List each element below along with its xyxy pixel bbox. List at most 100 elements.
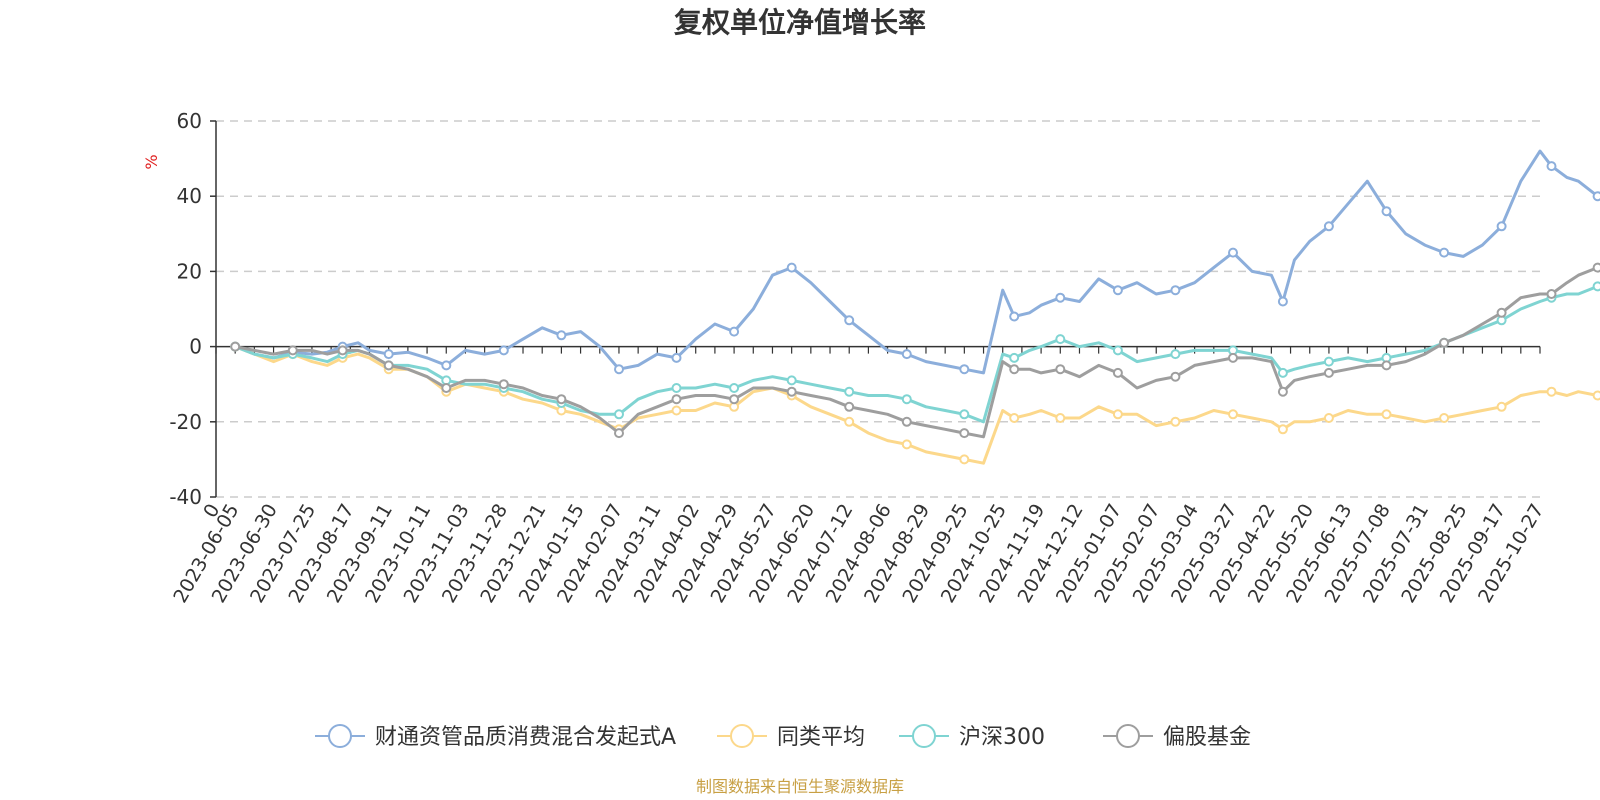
data-point <box>1592 262 1600 273</box>
y-tick-label: 0 <box>189 335 202 359</box>
data-point <box>786 375 797 386</box>
y-axis-unit: % <box>142 154 161 169</box>
data-source-note: 制图数据来自恒生聚源数据库 <box>696 777 904 796</box>
legend-item[interactable]: 同类平均 <box>717 724 865 750</box>
series-line <box>234 345 1600 465</box>
data-point <box>1112 367 1123 378</box>
data-point <box>383 349 394 360</box>
y-tick-label: 20 <box>177 259 202 283</box>
series-3 <box>230 262 1600 439</box>
data-point <box>441 360 452 371</box>
legend-label: 财通资管品质消费混合发起式A <box>375 725 676 750</box>
data-point <box>1496 401 1507 412</box>
data-point <box>1055 364 1066 375</box>
y-tick-label: 40 <box>177 184 202 208</box>
data-point <box>1546 289 1557 299</box>
data-point <box>1170 371 1181 382</box>
data-point <box>1439 337 1450 348</box>
data-point <box>1055 292 1066 303</box>
data-point <box>556 330 567 341</box>
data-point <box>1170 285 1181 296</box>
data-point <box>614 409 624 420</box>
data-point <box>1592 281 1600 292</box>
data-point <box>1112 345 1123 356</box>
data-point <box>959 364 970 375</box>
legend-marker <box>912 724 936 748</box>
data-point <box>441 383 452 393</box>
data-point <box>671 405 682 416</box>
data-point <box>671 383 682 393</box>
data-point <box>1592 191 1600 202</box>
data-point <box>1170 416 1181 427</box>
data-point <box>671 394 682 405</box>
data-point <box>337 345 348 356</box>
data-point <box>844 315 855 326</box>
data-point <box>901 439 912 450</box>
data-point <box>901 394 912 405</box>
data-point <box>1009 413 1020 423</box>
data-point <box>844 401 855 412</box>
data-point <box>729 383 740 393</box>
data-point <box>1009 311 1020 322</box>
data-point <box>1277 296 1288 307</box>
data-point <box>1055 413 1066 423</box>
series-2 <box>230 281 1600 424</box>
data-point <box>1228 352 1238 363</box>
data-point <box>1228 409 1238 420</box>
data-point <box>901 416 912 427</box>
data-point <box>1323 367 1334 378</box>
data-point <box>1496 221 1507 232</box>
data-point <box>1592 390 1600 401</box>
data-point <box>1546 386 1557 397</box>
data-point <box>1112 285 1123 296</box>
legend-label: 偏股基金 <box>1163 725 1251 750</box>
legend-marker <box>1116 724 1140 748</box>
data-point <box>1381 360 1392 371</box>
data-point <box>1496 307 1507 318</box>
data-point <box>1381 206 1392 217</box>
legend-marker <box>730 724 754 748</box>
legend-item[interactable]: 财通资管品质消费混合发起式A <box>315 724 676 750</box>
legend-item[interactable]: 沪深300 <box>899 724 1045 750</box>
data-point <box>1112 409 1123 420</box>
data-point <box>671 352 682 363</box>
data-point <box>959 454 970 465</box>
data-point <box>383 360 394 371</box>
data-point <box>959 428 970 439</box>
series-0 <box>230 149 1600 375</box>
data-point <box>729 394 740 405</box>
chart-title: 复权单位净值增长率 <box>674 6 926 39</box>
data-point <box>1439 413 1450 423</box>
data-point <box>1323 221 1334 232</box>
legend-item[interactable]: 偏股基金 <box>1103 724 1251 750</box>
data-point <box>1009 352 1020 363</box>
data-point <box>1277 386 1288 397</box>
data-point <box>844 416 855 427</box>
data-point <box>786 262 797 273</box>
legend-label: 同类平均 <box>777 725 865 750</box>
y-tick-label: -40 <box>169 485 202 509</box>
data-point <box>614 364 624 375</box>
data-point <box>230 341 241 352</box>
data-point <box>1323 413 1334 423</box>
data-point <box>498 345 509 356</box>
data-point <box>729 326 740 337</box>
grid <box>216 120 1540 498</box>
y-tick-label: 60 <box>177 109 202 133</box>
data-point <box>844 386 855 397</box>
data-point <box>614 428 624 439</box>
data-point <box>1546 161 1557 172</box>
series-lines <box>230 149 1600 465</box>
legend[interactable]: 财通资管品质消费混合发起式A 同类平均 沪深300 偏股基金 <box>315 724 1251 750</box>
data-point <box>1277 367 1288 378</box>
data-point <box>1228 247 1238 258</box>
data-point <box>1055 334 1066 345</box>
data-point <box>498 379 509 390</box>
series-line <box>234 149 1600 375</box>
series-line <box>234 284 1600 424</box>
legend-marker <box>328 724 352 748</box>
data-point <box>556 394 567 405</box>
data-point <box>1170 349 1181 360</box>
data-point <box>1009 364 1020 375</box>
